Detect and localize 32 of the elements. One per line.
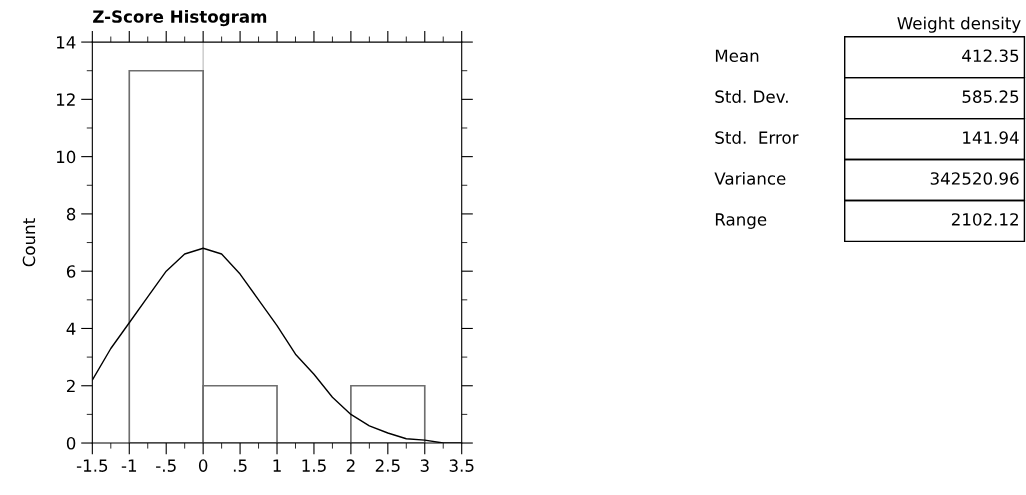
x-tick-label: 3.5 <box>449 459 474 472</box>
y-tick-label: 0 <box>66 436 76 450</box>
y-tick-label: 4 <box>66 322 76 335</box>
category-label: Mean <box>715 49 759 63</box>
category-label: Variance <box>714 171 786 185</box>
x-tick-label: -1 <box>121 459 137 472</box>
category-label: Std. Error <box>715 130 799 144</box>
text: Weight density <box>897 16 1021 33</box>
data-label: 342520.96 <box>930 172 1019 185</box>
category-label: Range <box>715 213 767 229</box>
x-tick-label: -1.5 <box>76 459 108 472</box>
data-label: 412.35 <box>962 49 1019 63</box>
data-label: 2102.12 <box>951 213 1018 226</box>
data-label: 585.25 <box>962 90 1019 103</box>
category-label: Std. Dev. <box>715 90 788 103</box>
x-tick-label: 1 <box>273 459 281 472</box>
data-label: 141.94 <box>963 131 1019 144</box>
x-tick-label: 1.5 <box>302 459 326 472</box>
x-tick-label: 0 <box>198 459 208 472</box>
x-tick-label: 3 <box>420 459 429 472</box>
y-tick-label: 8 <box>66 207 76 221</box>
y-tick-label: 12 <box>56 93 75 106</box>
x-tick-label: 2 <box>346 459 355 472</box>
x-tick-label: -.5 <box>156 459 176 472</box>
y-axis-title: Count <box>22 218 36 267</box>
y-tick-label: 10 <box>56 150 76 164</box>
chart-title: Z-Score Histogram <box>93 9 267 27</box>
y-tick-label: 6 <box>66 265 76 278</box>
y-tick-label: 14 <box>56 36 76 49</box>
y-tick-label: 2 <box>66 379 75 393</box>
x-tick-label: 2.5 <box>375 459 400 472</box>
x-tick-label: .5 <box>233 459 247 472</box>
